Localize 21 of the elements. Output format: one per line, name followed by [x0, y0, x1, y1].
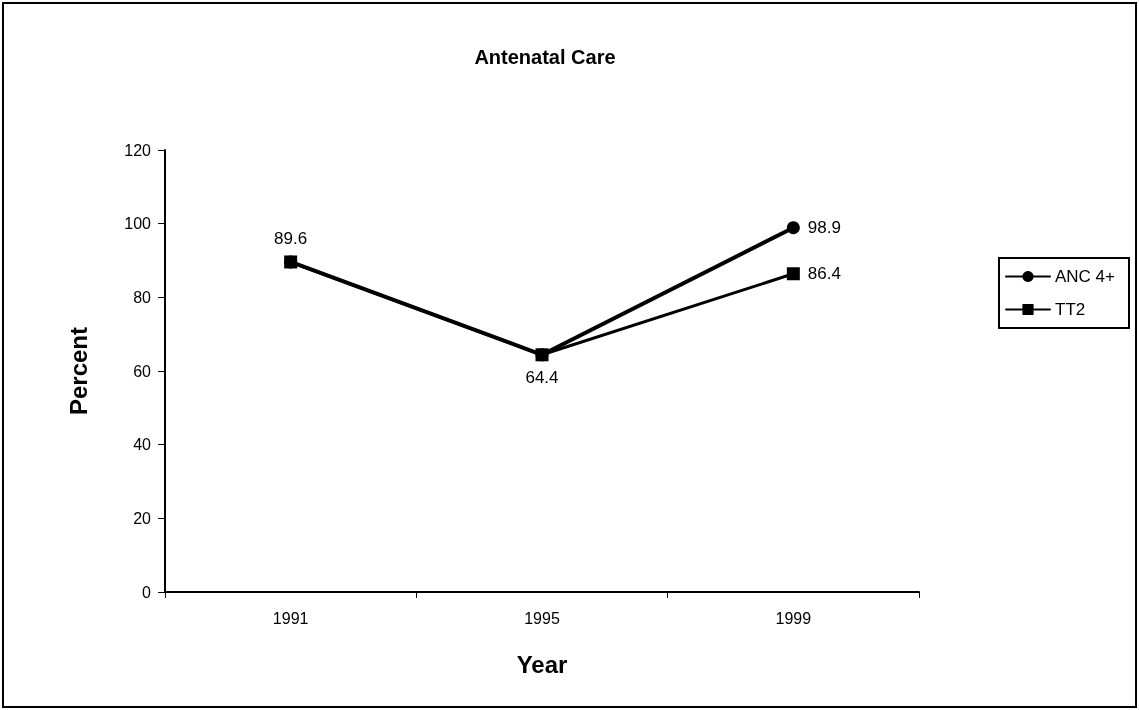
data-label: 86.4: [807, 264, 841, 284]
data-label: 89.6: [274, 229, 308, 249]
point: [786, 267, 800, 281]
chart-title: Antenatal Care: [474, 46, 616, 68]
data-label: 64.4: [525, 368, 559, 388]
x-tick-label: 1991: [272, 609, 309, 627]
y-tick-label: 40: [133, 436, 152, 454]
y-tick-label: 0: [142, 583, 152, 601]
legend-label: TT2: [1055, 300, 1086, 319]
y-tick-label: 60: [133, 362, 152, 380]
y-axis-title: Percent: [64, 326, 92, 416]
x-axis-title: Year: [516, 650, 568, 678]
point: [786, 221, 800, 235]
legend-label: ANC 4+: [1055, 267, 1116, 286]
x-tick-label: 1999: [775, 609, 812, 627]
data-label: 98.9: [807, 218, 841, 238]
x-tick-label: 1995: [524, 609, 560, 627]
y-tick-label: 100: [124, 215, 152, 233]
y-tick-label: 120: [124, 141, 152, 159]
y-tick-label: 80: [133, 288, 152, 306]
y-tick-label: 20: [133, 509, 152, 527]
